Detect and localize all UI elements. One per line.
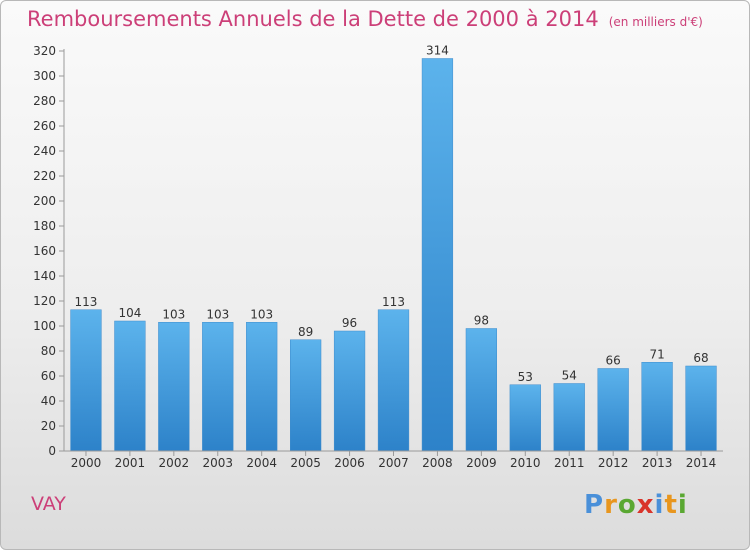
brand-letter: o	[617, 490, 637, 520]
bar-2010	[509, 384, 541, 452]
brand-logo: Proxiti	[584, 490, 688, 520]
bar-value-label: 68	[693, 351, 708, 365]
x-tick-label: 2000	[71, 456, 102, 470]
x-tick-label: 2002	[159, 456, 190, 470]
x-tick-label: 2014	[686, 456, 717, 470]
brand-letter: i	[654, 490, 665, 520]
bar-value-label: 66	[606, 354, 621, 368]
bar-value-label: 113	[75, 295, 98, 309]
x-tick-label: 2013	[642, 456, 673, 470]
bar-value-label: 314	[426, 44, 449, 58]
bar-2005	[290, 339, 322, 452]
y-tick-label: 200	[33, 194, 56, 208]
bar-value-label: 104	[118, 306, 141, 320]
x-tick-label: 2012	[598, 456, 629, 470]
x-axis: 2000 2001 2002 2003 2004 2005 2006 2007 2008 2009…	[59, 450, 723, 470]
x-tick-label: 2001	[115, 456, 146, 470]
brand-letter: P	[584, 490, 605, 520]
y-tick-label: 220	[33, 169, 56, 183]
brand-letter: t	[664, 490, 678, 520]
bar-2013	[641, 362, 673, 452]
chart-title: Remboursements Annuels de la Dette de 20…	[27, 7, 703, 31]
bar-2003	[202, 322, 234, 452]
bar-2011	[553, 383, 585, 452]
x-tick-label: 2005	[290, 456, 321, 470]
bar-2006	[333, 330, 366, 452]
y-tick-label: 280	[33, 94, 56, 108]
y-tick-label: 140	[33, 269, 56, 283]
bar-value-label: 96	[342, 316, 357, 330]
y-tick-label: 260	[33, 119, 56, 133]
bar-2002	[158, 322, 190, 452]
bar-2001	[114, 320, 146, 452]
bar-2004	[246, 322, 278, 452]
y-tick-label: 120	[33, 294, 56, 308]
brand-letter: i	[677, 490, 688, 520]
bar-2000	[70, 309, 102, 452]
y-tick-label: 60	[41, 369, 56, 383]
brand-letter: x	[636, 490, 655, 520]
bar-2009	[465, 328, 497, 452]
bar-value-label: 89	[298, 325, 313, 339]
y-tick-label: 160	[33, 244, 56, 258]
x-tick-label: 2006	[334, 456, 365, 470]
x-tick-label: 2011	[554, 456, 585, 470]
bar-value-label: 98	[474, 314, 489, 328]
y-tick-label: 300	[33, 69, 56, 83]
title-text: Remboursements Annuels de la Dette de 20…	[27, 7, 599, 31]
bar-2007	[377, 309, 410, 452]
bar-2012	[597, 368, 629, 452]
x-tick-label: 2009	[466, 456, 497, 470]
bar-value-label: 113	[382, 295, 405, 309]
y-tick-label: 0	[48, 444, 56, 458]
x-tick-label: 2008	[422, 456, 453, 470]
bars: 113 104 103 103 103 89 96 113 314 98 53 54 66 71 68	[70, 44, 717, 452]
bar-value-label: 103	[250, 307, 273, 321]
y-tick-label: 80	[41, 344, 56, 358]
y-tick-label: 20	[41, 419, 56, 433]
x-tick-label: 2004	[246, 456, 277, 470]
y-axis: 0 20 40 60 80 100 120 140 160 180 200 220 240 260 280 3…	[33, 44, 65, 458]
y-tick-label: 180	[33, 219, 56, 233]
bar-value-label: 103	[206, 307, 229, 321]
bar-2008	[421, 58, 454, 452]
bar-value-label: 103	[162, 307, 185, 321]
bar-value-label: 53	[518, 370, 533, 384]
bar-value-label: 54	[562, 369, 577, 383]
y-tick-label: 100	[33, 319, 56, 333]
brand-letter: r	[604, 490, 618, 520]
y-tick-label: 40	[41, 394, 56, 408]
x-tick-label: 2003	[202, 456, 233, 470]
bar-value-label: 71	[649, 347, 664, 361]
y-tick-label: 240	[33, 144, 56, 158]
x-tick-label: 2007	[378, 456, 409, 470]
y-tick-label: 320	[33, 44, 56, 58]
bar-2014	[685, 365, 717, 452]
location-label: VAY	[31, 493, 66, 515]
chart-subtitle: (en milliers d'€)	[608, 15, 703, 29]
x-tick-label: 2010	[510, 456, 541, 470]
